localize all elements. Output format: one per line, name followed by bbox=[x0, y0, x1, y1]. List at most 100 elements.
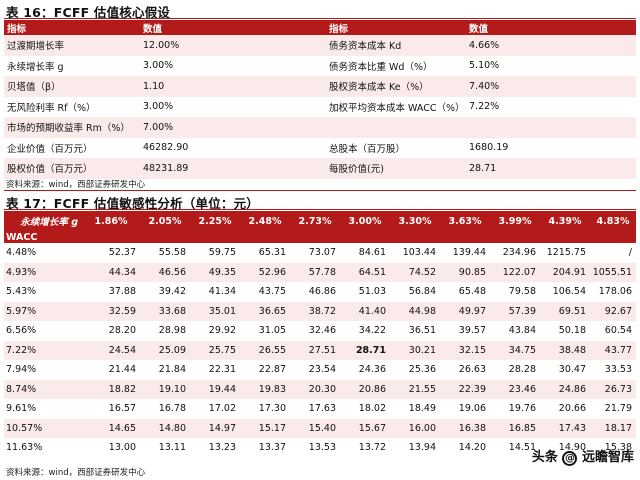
table16-bottom-rule bbox=[4, 190, 636, 191]
sensitivity-cell: 18.02 bbox=[340, 399, 390, 419]
sensitivity-cell: 16.57 bbox=[82, 399, 140, 419]
sensitivity-cell: 41.40 bbox=[340, 301, 390, 321]
sensitivity-cell: 15.17 bbox=[240, 418, 290, 438]
table16-cell: 永续增长率 g bbox=[4, 55, 140, 76]
g-value-header: 2.73% bbox=[290, 211, 340, 231]
wacc-row-label: 9.61% bbox=[4, 399, 82, 419]
wacc-row-label: 8.74% bbox=[4, 379, 82, 399]
sensitivity-cell: 139.44 bbox=[440, 243, 490, 263]
sensitivity-cell: 23.46 bbox=[490, 379, 540, 399]
sensitivity-cell: 39.57 bbox=[440, 321, 490, 341]
sensitivity-cell: 27.51 bbox=[290, 340, 340, 360]
sensitivity-cell: 22.39 bbox=[440, 379, 490, 399]
sensitivity-cell: 19.06 bbox=[440, 399, 490, 419]
table16-cell: 过渡期增长率 bbox=[4, 35, 140, 56]
sensitivity-cell: 16.00 bbox=[390, 418, 440, 438]
sensitivity-cell: 74.52 bbox=[390, 262, 440, 282]
g-value-header: 2.48% bbox=[240, 211, 290, 231]
table16-cell: 3.00% bbox=[140, 96, 326, 117]
sensitivity-cell: 15.40 bbox=[290, 418, 340, 438]
table17-title: 表 17：FCFF 估值敏感性分析（单位：元） bbox=[6, 196, 259, 211]
sensitivity-cell: 26.63 bbox=[440, 360, 490, 380]
wacc-row-label: 7.94% bbox=[4, 360, 82, 380]
sensitivity-cell: 23.54 bbox=[290, 360, 340, 380]
table16-cell bbox=[466, 117, 636, 138]
sensitivity-cell: 15.38 bbox=[590, 438, 636, 458]
sensitivity-cell: 55.58 bbox=[140, 243, 190, 263]
table17-row: 5.43% 37.88 39.42 41.34 43.75 46.86 51.03 56.84… bbox=[4, 282, 636, 302]
sensitivity-cell: 14.90 bbox=[540, 438, 590, 458]
sensitivity-cell: 103.44 bbox=[390, 243, 440, 263]
sensitivity-cell: 46.86 bbox=[290, 282, 340, 302]
sensitivity-cell: 21.44 bbox=[82, 360, 140, 380]
g-value-header: 4.39% bbox=[540, 211, 590, 231]
sensitivity-cell: 36.51 bbox=[390, 321, 440, 341]
sensitivity-cell: 26.73 bbox=[590, 379, 636, 399]
wacc-row-label: 10.57% bbox=[4, 418, 82, 438]
sensitivity-cell: 28.20 bbox=[82, 321, 140, 341]
sensitivity-cell: 41.34 bbox=[190, 282, 240, 302]
wacc-row-label: 5.97% bbox=[4, 301, 82, 321]
table16-cell: 无风险利率 Rf（%） bbox=[4, 96, 140, 117]
sensitivity-cell: 69.51 bbox=[540, 301, 590, 321]
table16-cell: 4.66% bbox=[466, 35, 636, 56]
table16-cell: 股权资本成本 Ke（%） bbox=[326, 76, 466, 97]
sensitivity-cell: 14.51 bbox=[490, 438, 540, 458]
sensitivity-cell: 46.56 bbox=[140, 262, 190, 282]
sensitivity-cell: 28.28 bbox=[490, 360, 540, 380]
sensitivity-cell: 37.88 bbox=[82, 282, 140, 302]
sensitivity-cell: 19.76 bbox=[490, 399, 540, 419]
sensitivity-cell: 13.94 bbox=[390, 438, 440, 458]
table16-cell: 3.00% bbox=[140, 55, 326, 76]
g-value-header: 1.86% bbox=[82, 211, 140, 231]
sensitivity-cell: 1215.75 bbox=[540, 243, 590, 263]
sensitivity-cell: 38.48 bbox=[540, 340, 590, 360]
table17-row: 8.74% 18.82 19.10 19.44 19.83 20.30 20.86 21.55… bbox=[4, 379, 636, 399]
sensitivity-cell: 25.09 bbox=[140, 340, 190, 360]
sensitivity-cell: 49.35 bbox=[190, 262, 240, 282]
sensitivity-cell: 92.67 bbox=[590, 301, 636, 321]
table17-row: 4.48% 52.37 55.58 59.75 65.31 73.07 84.61 103.4… bbox=[4, 243, 636, 263]
sensitivity-cell: 14.80 bbox=[140, 418, 190, 438]
sensitivity-cell: 13.00 bbox=[82, 438, 140, 458]
wacc-row-label: 4.93% bbox=[4, 262, 82, 282]
sensitivity-cell: 21.84 bbox=[140, 360, 190, 380]
sensitivity-cell: 25.36 bbox=[390, 360, 440, 380]
table16-cell: 总股本（百万股） bbox=[326, 137, 466, 158]
sensitivity-cell: 30.47 bbox=[540, 360, 590, 380]
watermark: 头条 @ 远瞻智库 bbox=[532, 446, 634, 466]
sensitivity-cell: 30.21 bbox=[390, 340, 440, 360]
sensitivity-cell: 39.42 bbox=[140, 282, 190, 302]
table17-row: 5.97% 32.59 33.68 35.01 36.65 38.72 41.40 44.98… bbox=[4, 301, 636, 321]
watermark-name: 远瞻智库 bbox=[581, 450, 634, 465]
sensitivity-cell: 18.49 bbox=[390, 399, 440, 419]
sensitivity-cell: 44.34 bbox=[82, 262, 140, 282]
g-value-header: 2.25% bbox=[190, 211, 240, 231]
table16-cell: 加权平均资本成本 WACC（%） bbox=[326, 96, 466, 117]
sensitivity-cell: 32.59 bbox=[82, 301, 140, 321]
table16-row: 股权价值（百万元） 48231.89 每股价值(元) 28.71 bbox=[4, 158, 636, 179]
sensitivity-cell: 13.11 bbox=[140, 438, 190, 458]
table16-row: 企业价值（百万元） 46282.90 总股本（百万股） 1680.19 bbox=[4, 137, 636, 158]
table17-row: 9.61% 16.57 16.78 17.02 17.30 17.63 18.02 18.49… bbox=[4, 399, 636, 419]
sensitivity-cell: 32.46 bbox=[290, 321, 340, 341]
table16-cell: 股权价值（百万元） bbox=[4, 158, 140, 179]
sensitivity-cell: 20.86 bbox=[340, 379, 390, 399]
table16-header-cell: 指标 bbox=[4, 20, 140, 35]
sensitivity-cell: 64.51 bbox=[340, 262, 390, 282]
sensitivity-cell: 28.98 bbox=[140, 321, 190, 341]
g-value-header: 3.99% bbox=[490, 211, 540, 231]
table17-row: 7.94% 21.44 21.84 22.31 22.87 23.54 24.36 25.36… bbox=[4, 360, 636, 380]
wacc-row-label: 7.22% bbox=[4, 340, 82, 360]
sensitivity-cell: 14.65 bbox=[82, 418, 140, 438]
sensitivity-cell: 20.66 bbox=[540, 399, 590, 419]
sensitivity-cell: 56.84 bbox=[390, 282, 440, 302]
sensitivity-cell: 17.30 bbox=[240, 399, 290, 419]
table16-cell: 7.00% bbox=[140, 117, 326, 138]
table16-row: 贝塔值（β） 1.10 股权资本成本 Ke（%） 7.40% bbox=[4, 76, 636, 97]
sensitivity-cell: 29.92 bbox=[190, 321, 240, 341]
g-value-header: 3.30% bbox=[390, 211, 440, 231]
sensitivity-cell: 19.44 bbox=[190, 379, 240, 399]
sensitivity-cell: 20.30 bbox=[290, 379, 340, 399]
g-value-header: 4.83% bbox=[590, 211, 636, 231]
